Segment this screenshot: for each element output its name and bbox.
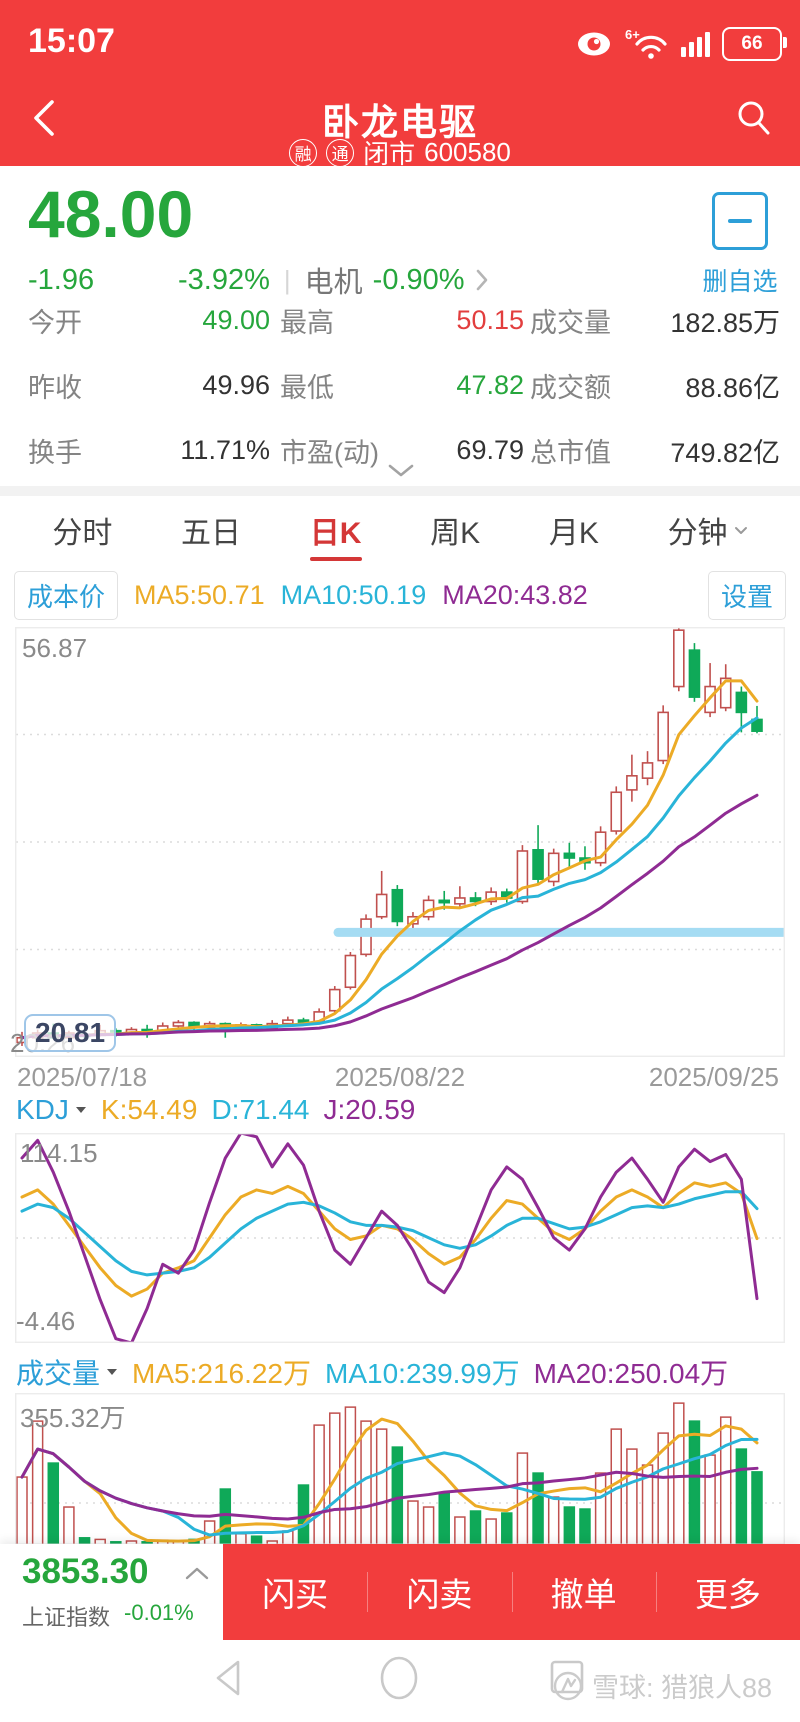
volume-chart[interactable] [15, 1393, 785, 1545]
volume-ma10: MA10:239.99万 [325, 1358, 520, 1389]
ma5-legend: MA5:50.71 [134, 579, 265, 610]
tab-minutes-dropdown[interactable]: 分钟 [668, 496, 748, 564]
remove-watchlist-button[interactable] [712, 192, 768, 250]
watermark: 雪球: 猎狼人88 [552, 1666, 772, 1705]
tab-minute[interactable]: 分时 [52, 517, 113, 550]
chevron-down-icon [388, 464, 414, 477]
volume-header: 成交量 MA5:216.22万 MA10:239.99万 MA20:250.04… [16, 1352, 796, 1392]
search-button[interactable] [734, 98, 774, 138]
flash-sell-button[interactable]: 闪卖 [367, 1568, 511, 1616]
kdj-header: KDJ K:54.49 D:71.44 J:20.59 [16, 1094, 796, 1126]
watermark-logo-icon [553, 1671, 583, 1700]
separator: | [283, 264, 291, 295]
status-icons: 6+ 66 [575, 26, 787, 62]
caret-down-icon[interactable] [75, 1106, 87, 1114]
volume-max-label: 355.32万 [20, 1403, 126, 1433]
sector-name[interactable]: 电机 [304, 267, 363, 299]
remove-watchlist-label[interactable]: 删自选 [702, 268, 778, 296]
volume-title[interactable]: 成交量 [16, 1358, 101, 1389]
chevron-right-icon[interactable] [475, 268, 489, 292]
nav-recents-icon[interactable] [548, 1658, 586, 1696]
chart-tabs: 分时 五日 日K 周K 月K 分钟 [0, 496, 800, 564]
low-price-badge: 20.81 [24, 1014, 117, 1052]
nav-back-icon[interactable] [212, 1658, 244, 1698]
stat-turnover-rate: 换手 11.71% [28, 435, 270, 468]
market-status: 闭市 [363, 139, 416, 169]
section-divider [0, 486, 800, 496]
settings-button[interactable]: 设置 [707, 570, 786, 620]
kdj-max-label: 114.15 [20, 1138, 98, 1168]
caret-down-icon [734, 526, 747, 534]
date-center: 2025/08/22 [334, 1062, 466, 1092]
ma20-legend: MA20:43.82 [442, 579, 588, 610]
candlestick-chart[interactable] [15, 627, 785, 1057]
stat-turnover-amount: 成交额 88.86亿 [530, 373, 780, 403]
tab-five-day[interactable]: 五日 [181, 517, 242, 550]
margin-badge: 融 [289, 138, 318, 167]
stock-subtitle: 融 通 闭市 600580 [0, 134, 800, 171]
kdj-j-value: J:20.59 [323, 1094, 416, 1125]
battery-icon: 66 [722, 27, 787, 61]
current-price: 48.00 [28, 177, 194, 251]
battery-level: 66 [741, 33, 763, 54]
stat-low: 最低 47.82 [280, 370, 524, 403]
tab-weekly-k[interactable]: 周K [430, 517, 481, 550]
status-time: 15:07 [28, 22, 115, 60]
kdj-chart[interactable] [15, 1133, 785, 1343]
eye-icon [578, 32, 610, 56]
volume-ma5: MA5:216.22万 [132, 1358, 312, 1389]
tab-monthly-k[interactable]: 月K [548, 517, 599, 550]
more-button[interactable]: 更多 [656, 1568, 800, 1616]
kdj-title[interactable]: KDJ [16, 1094, 69, 1125]
ma10-legend: MA10:50.19 [280, 579, 427, 610]
stat-high: 最高 50.15 [280, 305, 524, 338]
connect-badge: 通 [326, 138, 355, 167]
minus-icon [728, 218, 752, 224]
tab-daily-k[interactable]: 日K [310, 496, 362, 564]
cost-price-chip[interactable]: 成本价 [14, 570, 119, 620]
wifi-icon: 6+ [625, 27, 667, 59]
stock-title: 卧龙电驱 [322, 102, 478, 143]
kline-max-label: 56.87 [22, 633, 88, 663]
stock-code: 600580 [424, 137, 511, 167]
index-summary[interactable]: 3853.30 上证指数 -0.01% [0, 1544, 223, 1640]
sector-change[interactable]: -0.90% [372, 263, 465, 296]
stats-grid: 今开 49.00 最高 50.15 成交量 182.85万 昨收 49.96 最低 47.… [0, 288, 800, 483]
kline-legend: 成本价 MA5:50.71 MA10:50.19 MA20:43.82 设置 [0, 570, 800, 620]
watermark-text: 雪球: 猎狼人88 [591, 1673, 772, 1703]
network-type-label: 6+ [625, 27, 640, 42]
search-icon [738, 101, 770, 135]
stat-market-cap: 总市值 749.82亿 [530, 438, 780, 468]
nav-home-icon[interactable] [378, 1656, 420, 1700]
index-name: 上证指数 [22, 1605, 111, 1630]
price-change-pct: -3.92% [178, 263, 270, 296]
header: 15:07 6+ 66 卧龙电驱 [0, 0, 800, 169]
stat-open: 今开 49.00 [28, 305, 270, 338]
bottom-action-bar: 3853.30 上证指数 -0.01% 闪买 闪卖 撤单 更多 [0, 1544, 800, 1640]
index-change: -0.01% [124, 1600, 194, 1625]
stat-pe-ratio: 市盈(动) 69.79 [280, 435, 524, 468]
system-nav-bar [0, 1640, 800, 1722]
back-icon [34, 100, 54, 136]
kdj-min-label: -4.46 [16, 1306, 76, 1336]
caret-down-icon[interactable] [106, 1368, 118, 1376]
back-button[interactable] [30, 96, 66, 140]
signal-icon [681, 31, 710, 57]
stat-prev-close: 昨收 49.96 [28, 370, 270, 403]
price-change: -1.96 [28, 263, 95, 296]
kdj-d-value: D:71.44 [211, 1094, 310, 1125]
stat-volume: 成交量 182.85万 [530, 308, 780, 338]
expand-stats-button[interactable] [387, 464, 415, 478]
change-row: -1.96 -3.92% | 电机 -0.90% [28, 262, 489, 299]
caret-up-icon[interactable] [185, 1566, 209, 1580]
index-value: 3853.30 [22, 1552, 149, 1591]
cancel-order-button[interactable]: 撤单 [512, 1568, 656, 1616]
date-right: 2025/09/25 [648, 1062, 779, 1092]
volume-ma20: MA20:250.04万 [533, 1358, 729, 1389]
kdj-k-value: K:54.49 [100, 1094, 198, 1125]
date-left: 2025/07/18 [17, 1062, 148, 1092]
flash-buy-button[interactable]: 闪买 [262, 1576, 329, 1613]
trade-actions: 闪买 闪卖 撤单 更多 [223, 1544, 800, 1640]
